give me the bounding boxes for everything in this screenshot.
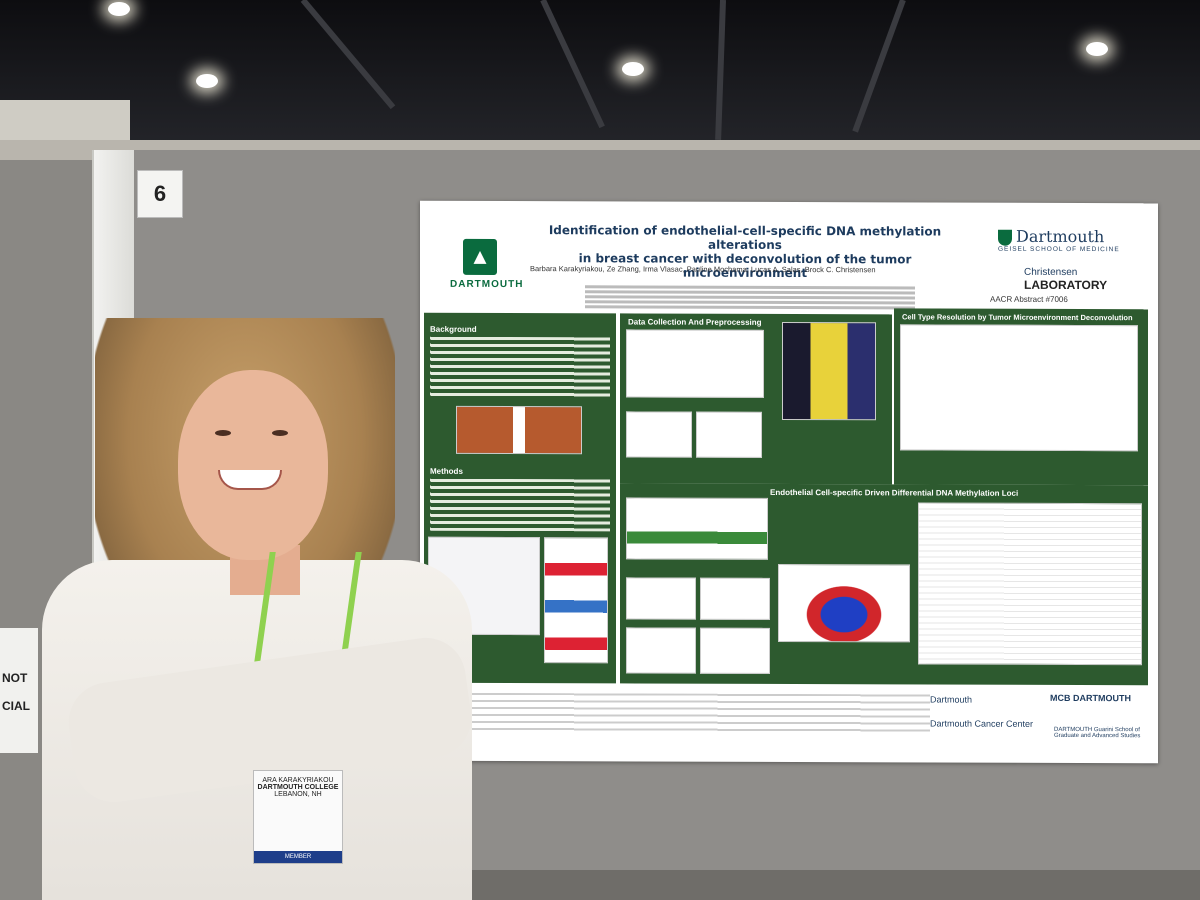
volcano-main-figure <box>778 563 910 643</box>
boxplot-figure <box>900 324 1138 452</box>
umap-figure <box>696 411 762 458</box>
umap-figure <box>626 411 692 458</box>
ceiling-light <box>196 74 218 88</box>
geisel-name: Dartmouth <box>1016 226 1105 247</box>
cpg-annotation-table <box>918 502 1142 666</box>
ceiling-light <box>108 2 130 16</box>
sample-table <box>626 329 764 398</box>
ceiling-beam <box>852 0 906 133</box>
ceiling <box>0 0 1200 150</box>
manhattan-figure <box>626 497 768 560</box>
badge-line: ARA KARAKYRIAKOU <box>262 777 334 784</box>
dartmouth-footer-logo: Dartmouth <box>930 694 973 705</box>
side-sign-line: CIAL <box>2 699 30 713</box>
ceiling-beam <box>715 0 726 141</box>
affiliations <box>585 283 915 312</box>
volcano-figure <box>700 627 770 674</box>
background-heading: Background <box>430 324 477 334</box>
pine-tree-icon: ▲ <box>463 238 497 275</box>
ceiling-light <box>622 62 644 76</box>
side-sign-line: NOT <box>2 671 28 685</box>
footer-logos: Dartmouth MCB DARTMOUTH Dartmouth Cancer… <box>920 686 1150 757</box>
dartmouth-logo-text: DARTMOUTH <box>450 278 524 291</box>
lab-name: Christensen <box>1024 266 1078 279</box>
volcano-figure <box>700 577 770 620</box>
volcano-figure <box>626 577 696 620</box>
poster-title-line: Identification of endothelial-cell-speci… <box>548 223 942 252</box>
badge-line: LEBANON, NH <box>274 791 322 798</box>
geisel-logo: Dartmouth GEISEL SCHOOL OF MEDICINE <box>998 227 1148 254</box>
ceiling-beam <box>300 0 396 110</box>
badge-footer: MEMBER <box>254 851 342 863</box>
celldmc-figure <box>544 537 608 664</box>
face <box>178 370 328 560</box>
booth-number: 6 <box>137 170 183 218</box>
lab-word: LABORATORY <box>1024 277 1108 293</box>
lanyard <box>254 552 362 662</box>
poster-authors: Barbara Karakyriakou, Ze Zhang, Irma Vla… <box>530 264 876 275</box>
abstract-number: AACR Abstract #7006 <box>990 294 1068 304</box>
name-badge: ARA KARAKYRIAKOU DARTMOUTH COLLEGE LEBAN… <box>253 770 343 864</box>
guarini-logo: DARTMOUTH Guarini School of Graduate and… <box>1054 726 1141 740</box>
endothelial-heading: Endothelial Cell-specific Driven Differe… <box>770 487 1019 498</box>
geisel-subtitle: GEISEL SCHOOL OF MEDICINE <box>998 245 1120 254</box>
christensen-lab-logo: Christensen LABORATORY <box>1024 267 1107 292</box>
volcano-figure <box>626 627 696 674</box>
methods-heading: Methods <box>430 466 463 476</box>
ceiling-light <box>1086 42 1108 56</box>
side-sign: NOT CIAL <box>0 628 38 753</box>
eye <box>215 430 231 436</box>
research-poster: ▲ DARTMOUTH Identification of endothelia… <box>420 200 1158 764</box>
data-collection-heading: Data Collection And Preprocessing <box>628 317 762 327</box>
heatmap-figure <box>782 321 876 421</box>
eye <box>272 430 288 436</box>
methods-text <box>430 478 610 532</box>
floor <box>430 870 1200 900</box>
mcb-logo: MCB DARTMOUTH <box>1050 692 1131 704</box>
cell-type-heading: Cell Type Resolution by Tumor Microenvir… <box>902 312 1133 323</box>
shield-icon <box>998 229 1012 246</box>
background-text <box>430 336 610 398</box>
dartmouth-logo: ▲ DARTMOUTH <box>450 238 524 291</box>
cancer-center-logo: Dartmouth Cancer Center <box>930 718 1034 729</box>
badge-line: DARTMOUTH COLLEGE <box>257 784 339 791</box>
conclusion-text <box>460 692 930 735</box>
smile <box>218 470 282 490</box>
histology-figure <box>456 405 582 455</box>
ceiling-beam <box>540 0 605 129</box>
